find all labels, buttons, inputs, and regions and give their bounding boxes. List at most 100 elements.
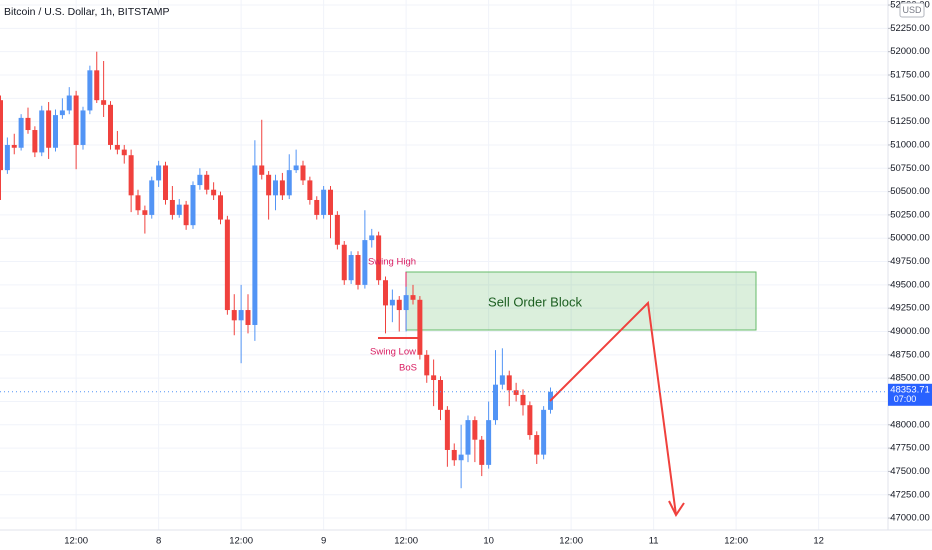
candle-body xyxy=(94,70,100,101)
y-tick-label: 48000.00 xyxy=(890,419,930,430)
candle-body xyxy=(293,165,299,171)
candle-body xyxy=(266,174,272,196)
candle-body xyxy=(355,255,361,285)
x-tick-label: 10 xyxy=(483,536,494,547)
candle-body xyxy=(218,195,223,220)
candle-body xyxy=(286,170,292,196)
candle-body xyxy=(417,299,423,355)
arrow-head xyxy=(668,500,685,517)
candle-body xyxy=(238,310,244,321)
y-tick-label: 52250.00 xyxy=(890,23,930,34)
candle-body xyxy=(53,115,58,148)
candle-body xyxy=(32,130,38,153)
grid xyxy=(0,0,888,530)
y-tick-label: 51750.00 xyxy=(890,70,930,81)
candle-body xyxy=(149,180,155,215)
candle-body xyxy=(59,110,65,116)
candle-body xyxy=(4,144,10,171)
candle-body xyxy=(101,100,107,105)
candle-body xyxy=(520,394,526,406)
y-tick-label: 50750.00 xyxy=(890,163,930,174)
projection-path xyxy=(549,300,677,516)
x-tick-label: 11 xyxy=(649,536,659,547)
candle-body xyxy=(80,110,86,145)
candle-body xyxy=(314,199,320,215)
candle-body xyxy=(410,295,416,300)
y-tick-label: 48750.00 xyxy=(890,349,930,360)
candle-body xyxy=(527,405,533,436)
candle-body xyxy=(190,185,196,226)
candle-body xyxy=(300,165,306,181)
y-tick-label: 49000.00 xyxy=(890,326,930,337)
candle-body xyxy=(472,420,478,440)
candle-body xyxy=(11,144,17,148)
y-tick-label: 50250.00 xyxy=(890,209,930,220)
candle-body xyxy=(156,165,162,181)
candle-body xyxy=(273,180,278,196)
candle-body xyxy=(541,409,547,455)
candle-body xyxy=(451,449,457,461)
annotation: Sell Order Block xyxy=(488,294,582,309)
x-tick-label: 9 xyxy=(321,536,326,547)
y-tick-label: 51000.00 xyxy=(890,139,930,150)
candle-body xyxy=(128,155,134,196)
candle-body xyxy=(176,204,182,215)
currency-label: USD xyxy=(902,5,922,15)
candle-body xyxy=(438,380,443,410)
candle-body xyxy=(341,244,347,281)
candle-body xyxy=(224,219,230,311)
candles xyxy=(0,51,553,489)
last-price-tag xyxy=(888,383,932,406)
candle-body xyxy=(108,104,113,145)
candle-body xyxy=(348,255,354,281)
candle-body xyxy=(231,310,237,321)
annotation: Swing Low xyxy=(370,347,416,358)
order-block-zone xyxy=(405,271,757,331)
candle-body xyxy=(403,295,409,311)
candle-body xyxy=(383,280,388,306)
candle-body xyxy=(458,454,464,461)
x-tick-label: 12:00 xyxy=(394,536,418,547)
projection-arrow xyxy=(549,300,685,517)
y-tick-label: 52000.00 xyxy=(890,46,930,57)
candle-body xyxy=(513,390,519,395)
y-tick-label: 47250.00 xyxy=(890,489,930,500)
candle-body xyxy=(25,117,31,131)
candle-body xyxy=(424,354,430,376)
candle-body xyxy=(259,165,265,175)
candle-body xyxy=(493,384,498,421)
y-tick-label: 49500.00 xyxy=(890,279,930,290)
chart-title: Bitcoin / U.S. Dollar, 1h, BITSTAMP xyxy=(4,6,170,18)
last-price-label: 48353.71 xyxy=(890,384,930,395)
x-tick-label: 12:00 xyxy=(229,536,253,547)
candle-body xyxy=(114,144,120,150)
candle-body xyxy=(534,435,540,455)
annotation: BoS xyxy=(399,363,417,374)
candle-body xyxy=(479,439,485,465)
axes: 47000.00 47250.00 47500.00 47750.00 48000.00… xyxy=(64,0,932,547)
candle-body xyxy=(444,409,450,450)
candle-body xyxy=(376,235,382,281)
candle-body xyxy=(211,189,217,196)
y-tick-label: 48500.00 xyxy=(890,373,930,384)
candle-body xyxy=(0,100,3,171)
candle-body xyxy=(121,149,127,156)
y-tick-label: 50500.00 xyxy=(890,186,930,197)
countdown-label: 07:00 xyxy=(894,394,917,404)
candle-body xyxy=(465,420,471,455)
y-tick-label: 47000.00 xyxy=(890,513,930,524)
candle-body xyxy=(486,420,492,465)
candle-body xyxy=(328,189,333,215)
candle-body xyxy=(87,70,93,111)
candle-body xyxy=(39,110,45,153)
candle-body xyxy=(245,310,251,325)
candle-body xyxy=(18,117,24,148)
y-tick-label: 51250.00 xyxy=(890,116,930,127)
candle-body xyxy=(334,214,340,245)
candle-body xyxy=(369,235,375,241)
candle-body xyxy=(204,174,210,190)
candle-body xyxy=(321,189,327,215)
candle-body xyxy=(307,180,313,200)
candle-body xyxy=(183,204,189,226)
